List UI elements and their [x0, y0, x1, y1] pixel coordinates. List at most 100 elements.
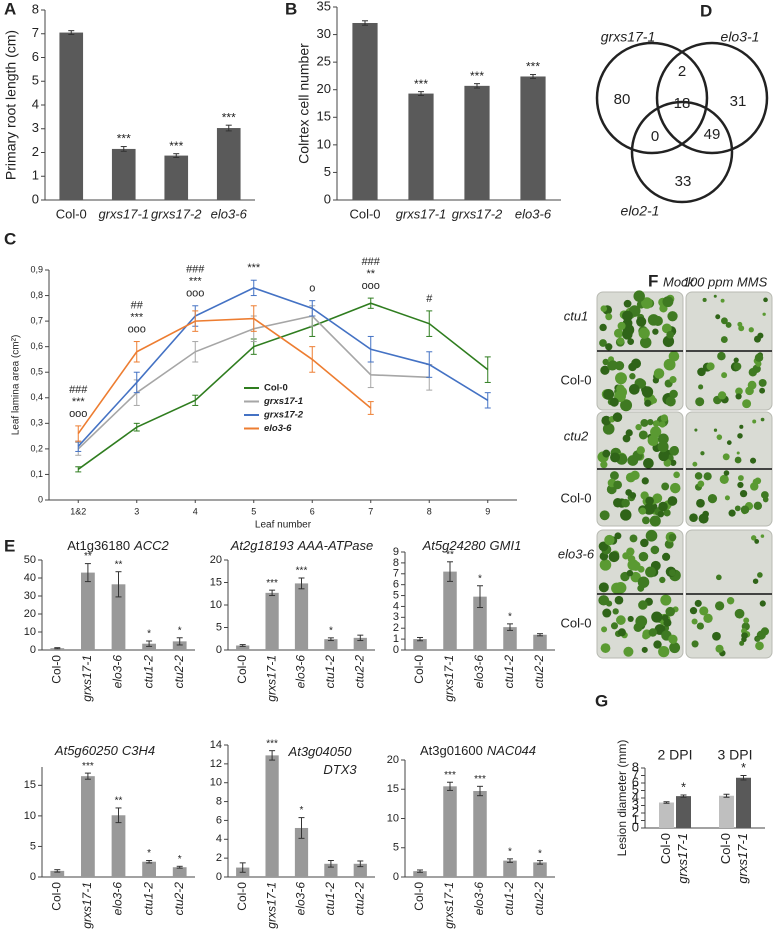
seedling: [658, 646, 670, 658]
y-tick-label: 7: [32, 25, 39, 40]
error-bar: [173, 153, 180, 158]
significance: *: [741, 760, 746, 775]
significance: *: [538, 848, 542, 859]
x-tick-label: elo3-6: [472, 882, 486, 916]
chart-title: At5g60250 C3H4: [54, 743, 155, 758]
seedling: [641, 297, 653, 309]
seedling: [755, 641, 764, 651]
seedling: [600, 643, 611, 653]
seedling: [697, 367, 706, 377]
y-tick-label: 30: [24, 590, 36, 602]
y-tick-label: 0,8: [30, 290, 43, 300]
error-bar: [146, 860, 153, 864]
chart-title: At2g18193 AAA-ATPase: [230, 538, 374, 553]
significance: ***: [130, 311, 144, 323]
error-bar: [309, 300, 316, 317]
significance: *: [681, 779, 686, 794]
venn-count: 49: [704, 126, 721, 143]
y-tick-label: 0,3: [30, 418, 43, 428]
error-bar: [357, 860, 364, 868]
y-tick-label: 0: [32, 191, 39, 206]
seedling: [629, 373, 636, 380]
panel-label: C: [4, 229, 16, 248]
y-tick-label: 40: [24, 572, 36, 584]
y-axis-label: Lesion diameter (mm): [615, 740, 629, 857]
significance: ***: [117, 132, 131, 146]
seedling: [668, 533, 677, 542]
y-tick-label: 5: [216, 621, 222, 633]
x-tick-label: ctu2-2: [172, 882, 186, 916]
y-tick-label: 20: [210, 554, 222, 566]
title-gene: C3H4: [122, 743, 155, 758]
seedling: [661, 482, 670, 491]
seedling: [617, 628, 626, 637]
seedling: [739, 640, 745, 646]
significance: ooo: [186, 288, 204, 300]
y-tick-label: 0,5: [30, 367, 43, 377]
bar: [81, 776, 95, 877]
x-tick-label: 8: [427, 506, 432, 516]
seedling: [652, 328, 659, 335]
error-bar: [362, 20, 368, 26]
significance: *: [508, 612, 512, 623]
error-bar: [115, 807, 122, 824]
seedling: [612, 608, 619, 615]
y-tick-label: 4: [216, 833, 222, 845]
bar: [503, 627, 517, 650]
error-bar: [484, 356, 491, 383]
x-tick-label: grxs17-1: [264, 655, 278, 702]
error-bar: [115, 571, 122, 598]
bar: [324, 639, 338, 650]
seedling: [652, 420, 660, 427]
seedling: [613, 498, 623, 508]
error-bar: [225, 124, 232, 132]
x-tick-label: 1&2: [70, 506, 86, 516]
bar: [473, 791, 487, 877]
significance: *: [508, 847, 512, 858]
y-tick-label: 1: [393, 633, 399, 645]
significance: ooo: [69, 408, 87, 420]
error-bar: [680, 794, 687, 798]
seedling: [663, 459, 672, 467]
seedling: [726, 440, 732, 446]
seedling: [661, 323, 672, 334]
error-bar: [477, 585, 483, 609]
seedling: [631, 358, 642, 369]
seedling: [641, 386, 654, 398]
seedling: [599, 510, 610, 521]
bar: [142, 861, 156, 877]
venn-set-label: elo3-1: [721, 29, 760, 45]
significance: ***: [414, 77, 428, 91]
seedling: [742, 399, 752, 409]
seedling: [614, 595, 624, 605]
bar: [659, 802, 674, 828]
y-tick-label: 0: [30, 871, 36, 883]
seedling: [622, 552, 630, 560]
seedling: [753, 335, 761, 343]
error-bar: [298, 817, 305, 839]
y-tick-label: 4: [32, 96, 39, 111]
y-tick-label: 20: [317, 81, 331, 96]
seedling: [703, 472, 712, 481]
seedling: [623, 646, 634, 657]
x-tick-label: grxs17-1: [675, 833, 690, 884]
seedling: [642, 516, 650, 525]
bar: [353, 863, 367, 877]
venn-set-label: grxs17-1: [601, 29, 655, 45]
seedling: [617, 321, 626, 330]
seedling: [694, 599, 702, 607]
x-tick-label: Col-0: [49, 882, 63, 911]
seedling: [614, 532, 622, 540]
error-bar: [530, 74, 536, 79]
x-tick-label: Col-0: [718, 833, 733, 864]
seedling: [602, 608, 612, 618]
y-tick-label: 0,7: [30, 315, 43, 325]
seedling: [694, 472, 703, 480]
x-tick-label: 9: [485, 506, 490, 516]
seedling: [734, 608, 745, 619]
bar: [408, 93, 434, 200]
error-bar: [477, 785, 483, 797]
seedling: [737, 481, 744, 489]
venn-count: 18: [674, 95, 691, 112]
